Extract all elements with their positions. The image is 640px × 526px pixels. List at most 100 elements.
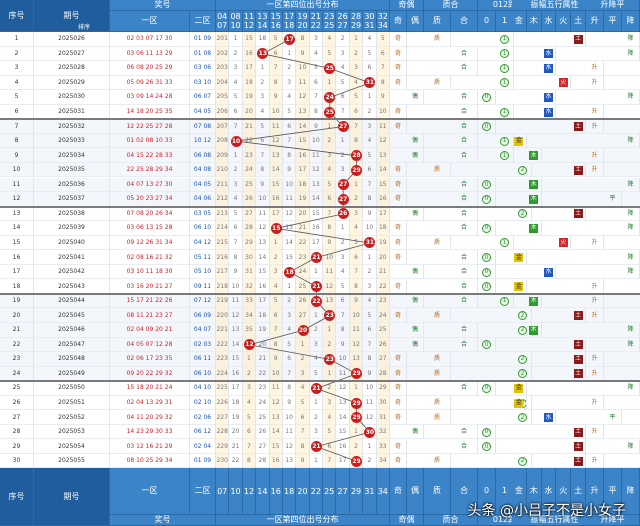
primecomp-mark: 质	[424, 235, 451, 251]
wood-icon: 木	[529, 194, 539, 204]
road-mark: 2	[514, 453, 532, 469]
dist-col-top: 34	[377, 486, 388, 496]
header-oddeven: 奇偶	[390, 0, 424, 11]
dist-cell: 5	[349, 235, 364, 251]
dist-cell: 14	[283, 235, 297, 251]
road-circle-icon: 0	[482, 282, 491, 292]
number-ball: 25	[324, 106, 336, 118]
dist-cell	[363, 235, 377, 251]
dist-cell: 1	[323, 323, 337, 338]
dist-cell: 14	[269, 162, 283, 178]
dist-cell: 3	[310, 337, 324, 353]
dist-cell: 10	[229, 279, 243, 294]
dist-cell: 9	[363, 366, 377, 382]
dist-col-top: 16	[270, 486, 281, 496]
dist-cell: 33	[376, 439, 390, 454]
table-row	[0, 177, 640, 193]
dist-cell: 1	[229, 148, 243, 163]
water-icon: 水	[543, 267, 553, 277]
group-separator	[0, 118, 640, 121]
header-period: 期号	[34, 0, 110, 32]
dist-cell: 13	[310, 177, 324, 193]
dist-cell: 21	[296, 221, 310, 236]
row-period: 2025050	[34, 381, 110, 396]
dist-cell: 12	[336, 381, 350, 396]
road-mark: 0	[478, 119, 496, 134]
dist-cell: 5	[336, 75, 350, 91]
dist-cell: 4	[283, 323, 297, 338]
dist-cell: 15	[283, 250, 297, 265]
trend-mark: 升	[586, 235, 604, 251]
dist-cell: 9	[349, 293, 364, 309]
road-circle-icon: 0	[482, 253, 491, 263]
row-seq: 21	[0, 323, 34, 338]
dist-cell: 30	[376, 395, 390, 411]
dist-cell: 13	[323, 293, 337, 309]
dist-cell: 4	[283, 90, 297, 105]
road-circle-icon: 1	[500, 34, 509, 44]
dist-cell: 10	[310, 133, 324, 149]
row-zone1: 14 18 20 25 35	[110, 104, 190, 120]
dist-cell: 3	[269, 264, 283, 280]
element-mark: 土	[571, 337, 586, 353]
dist-cell: 6	[229, 104, 243, 120]
dist-cell: 17	[269, 206, 283, 222]
dist-cell: 13	[256, 235, 270, 251]
row-seq: 29	[0, 439, 34, 454]
row-zone2: 02 10	[190, 395, 216, 411]
row-period: 2025036	[34, 177, 110, 193]
dist-cell: 13	[229, 323, 243, 338]
col-wood: 木	[526, 11, 542, 32]
dist-cell: 7	[229, 119, 243, 134]
element-mark: 土	[571, 366, 586, 382]
dist-cell: 3	[283, 308, 297, 323]
dist-cell: 26	[296, 293, 310, 309]
dist-cell: 3	[363, 279, 377, 294]
dist-cell: 4	[310, 352, 324, 367]
dist-cell: 213	[216, 206, 230, 222]
dist-cell: 7	[349, 264, 364, 280]
dist-cell: 13	[349, 352, 364, 367]
row-zone1: 05 20 23 27 34	[110, 192, 190, 207]
element-mark: 金	[512, 381, 527, 396]
dist-col-top: 25	[324, 486, 335, 496]
element-mark: 火	[556, 75, 572, 91]
header-primecomp: 质合	[424, 0, 478, 11]
dist-col-range: 16	[270, 21, 281, 30]
row-zone2: 06 09	[190, 308, 216, 323]
dist-cell: 5	[229, 90, 243, 105]
dist-cell: 25	[256, 410, 270, 425]
road-circle-icon: 2	[518, 354, 527, 364]
dist-cell: 16	[296, 148, 310, 163]
dist-cell: 4	[363, 293, 377, 309]
road-circle-icon: 1	[500, 78, 509, 88]
dist-col-range: 27	[337, 21, 348, 30]
element-mark: 木	[527, 192, 542, 207]
row-zone2: 04 06	[190, 192, 216, 207]
row-period: 2025028	[34, 61, 110, 76]
road-circle-icon: 2	[518, 369, 527, 379]
dist-cell: 10	[323, 250, 337, 265]
dist-cell: 10	[363, 381, 377, 396]
row-period: 2025052	[34, 410, 110, 425]
dist-cell: 6	[336, 90, 350, 105]
dist-cell: 6	[283, 119, 297, 134]
primecomp-mark: 质	[424, 162, 451, 178]
metal-icon: 金	[514, 398, 524, 408]
footer-dist-col: 25	[323, 468, 337, 515]
dist-cell: 15	[296, 133, 310, 149]
sort-button[interactable]: 排序	[78, 24, 91, 31]
dist-cell: 19	[296, 192, 310, 207]
dist-cell: 6	[269, 46, 283, 62]
col-prime: 质	[424, 11, 451, 32]
dist-cell: 8	[349, 279, 364, 294]
road-circle-icon: 1	[500, 49, 509, 59]
dist-cell: 14	[336, 410, 350, 425]
number-ball: 20	[297, 324, 309, 336]
row-zone1: 08 11 21 23 27	[110, 308, 190, 323]
row-zone1: 06 08 20 25 29	[110, 61, 190, 76]
row-seq: 20	[0, 308, 34, 323]
dist-col-range: 26	[337, 12, 348, 21]
dist-cell: 1	[336, 133, 350, 149]
